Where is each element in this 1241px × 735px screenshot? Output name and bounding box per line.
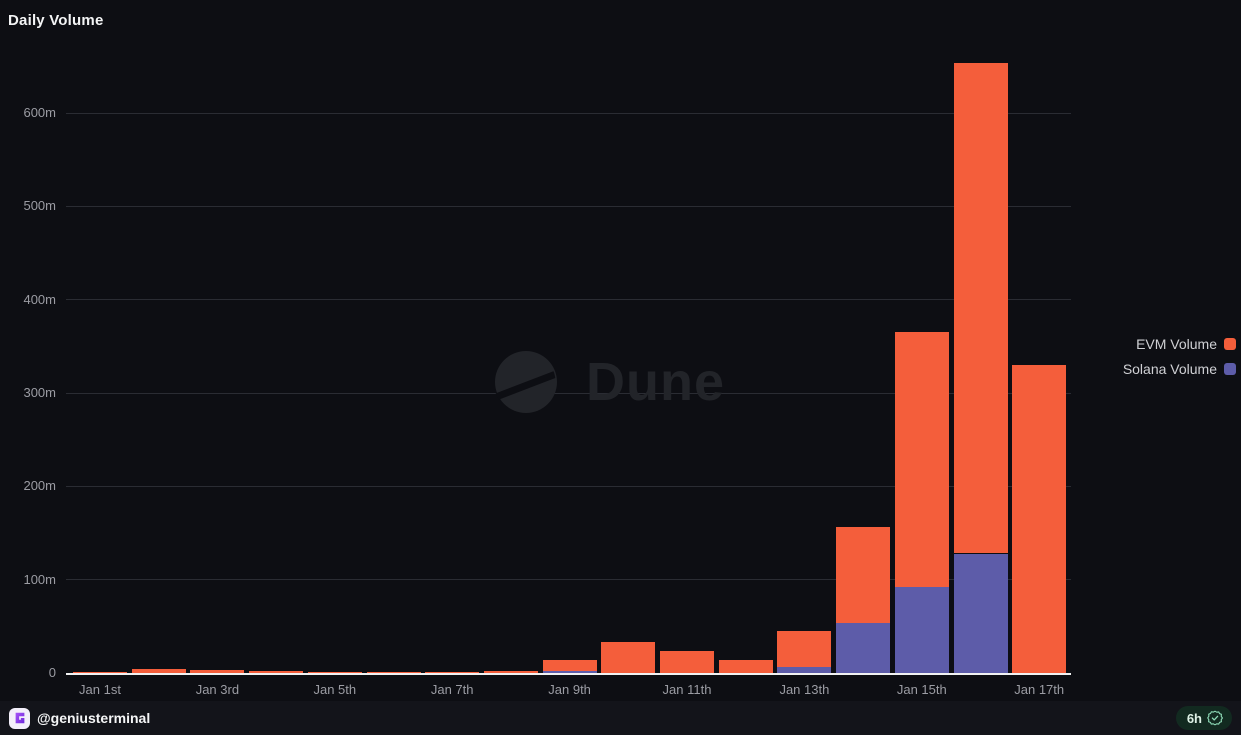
bar-jan-5-evm[interactable] <box>307 671 362 673</box>
bar-jan-4-evm[interactable] <box>249 671 304 673</box>
verified-check-icon <box>1207 710 1223 726</box>
gridline-300m <box>66 392 1071 394</box>
bar-jan-6-evm[interactable] <box>366 671 421 673</box>
y-axis-label-500m: 500m <box>23 198 56 214</box>
y-axis-label-300m: 300m <box>23 385 56 400</box>
x-axis-label-jan-15th: Jan 15th <box>896 682 947 697</box>
x-axis-line <box>66 673 1071 675</box>
x-axis-label-jan-11th: Jan 11th <box>662 682 712 697</box>
author-handle: @geniusterminal <box>37 710 151 726</box>
bar-jan-9-evm[interactable] <box>542 659 597 672</box>
dune-logo-icon <box>494 351 558 413</box>
legend-swatch-evm <box>1224 337 1236 350</box>
gridline-200m <box>66 485 1071 487</box>
x-axis-label-jan-9th: Jan 9th <box>548 682 591 697</box>
bar-jan-11-evm[interactable] <box>660 650 714 673</box>
y-axis-label-100m: 100m <box>23 571 56 587</box>
genius-terminal-logo-icon <box>9 707 30 729</box>
bar-jan-2-evm[interactable] <box>131 669 186 673</box>
time-badge[interactable]: 6h <box>1175 706 1232 730</box>
gridline-400m <box>66 299 1071 301</box>
legend-item-evm[interactable]: EVM Volume <box>1136 332 1236 355</box>
dune-watermark: Dune <box>494 350 725 414</box>
bar-jan-1-evm[interactable] <box>73 671 127 673</box>
x-axis-label-jan-13th: Jan 13th <box>779 682 830 697</box>
bar-jan-3-evm[interactable] <box>190 670 245 673</box>
bar-jan-12-evm[interactable] <box>718 659 773 673</box>
footer-bar: @geniusterminal 6h <box>0 701 1241 735</box>
time-badge-text: 6h <box>1186 710 1202 726</box>
gridline-100m <box>66 579 1071 581</box>
bar-jan-15-evm[interactable] <box>894 332 949 588</box>
bar-jan-9-solana[interactable] <box>542 671 597 673</box>
gridline-600m <box>66 112 1071 114</box>
x-axis-label-jan-1st: Jan 1st <box>79 682 121 697</box>
y-axis-label-0: 0 <box>48 665 56 680</box>
gridline-500m <box>66 205 1071 207</box>
bar-jan-14-solana[interactable] <box>836 622 891 673</box>
y-axis-label-400m: 400m <box>23 291 56 307</box>
dune-watermark-text: Dune <box>586 352 725 412</box>
y-axis-label-600m: 600m <box>23 105 56 121</box>
bar-jan-15-solana[interactable] <box>894 587 949 673</box>
x-axis-label-jan-17th: Jan 17th <box>1014 682 1065 697</box>
x-axis-label-jan-3rd: Jan 3rd <box>195 682 240 697</box>
chart-title: Daily Volume <box>8 12 104 29</box>
y-axis-label-200m: 200m <box>23 478 56 494</box>
x-axis-label-jan-7th: Jan 7th <box>430 682 474 697</box>
x-axis-label-jan-5th: Jan 5th <box>313 682 357 697</box>
bar-jan-14-evm[interactable] <box>836 526 891 623</box>
bar-jan-13-evm[interactable] <box>777 631 832 668</box>
legend-swatch-solana <box>1224 362 1236 375</box>
bar-jan-17-evm[interactable] <box>1012 365 1067 673</box>
bar-jan-10-evm[interactable] <box>601 642 656 673</box>
attribution[interactable]: @geniusterminal <box>9 707 151 729</box>
bar-jan-16-solana[interactable] <box>953 553 1008 673</box>
chart-legend: EVM Volume Solana Volume <box>1123 332 1236 380</box>
legend-item-solana[interactable]: Solana Volume <box>1123 357 1236 380</box>
legend-label-evm: EVM Volume <box>1136 335 1217 352</box>
bar-jan-8-evm[interactable] <box>483 671 538 673</box>
bar-jan-13-solana[interactable] <box>777 667 832 673</box>
bar-jan-16-evm[interactable] <box>953 62 1008 554</box>
bar-jan-7-evm[interactable] <box>425 671 480 673</box>
legend-label-solana: Solana Volume <box>1122 360 1217 377</box>
